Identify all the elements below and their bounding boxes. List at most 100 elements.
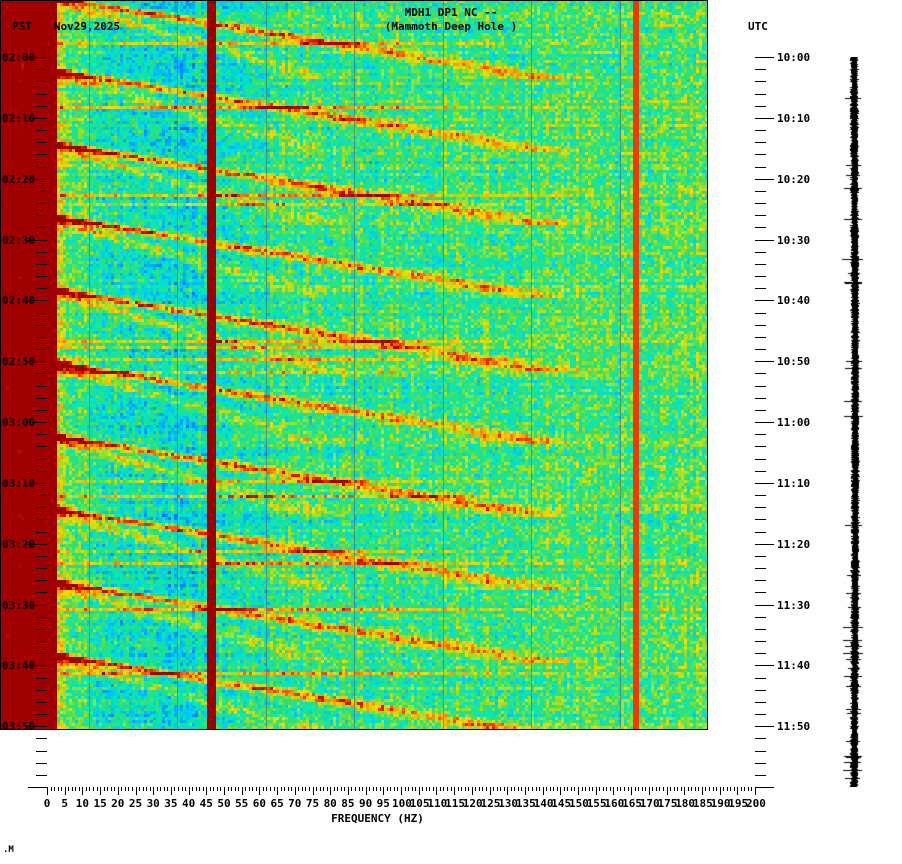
frequency-tick [440, 787, 441, 791]
frequency-tick [677, 787, 678, 791]
axis-tick [755, 179, 774, 180]
frequency-tick [713, 787, 714, 791]
frequency-tick-label: 10 [75, 797, 90, 810]
axis-tick-label: 11:10 [777, 477, 811, 490]
frequency-axis: 0 5 10 15 20 25 30 35 40 45 50 55 60 65 70 75 80 85 90 95 10… [0, 787, 902, 827]
axis-tick [36, 629, 47, 630]
frequency-tick [405, 787, 406, 791]
spectrogram-plot[interactable] [0, 0, 708, 730]
frequency-tick [628, 787, 629, 791]
frequency-tick [521, 787, 522, 791]
frequency-tick [493, 787, 494, 791]
axis-tick [755, 288, 766, 289]
station-name-subtitle: (Mammoth Deep Hole ) [384, 20, 518, 33]
frequency-tick [546, 787, 547, 791]
frequency-tick [564, 787, 565, 791]
frequency-tick [472, 787, 473, 795]
frequency-tick [415, 787, 416, 791]
frequency-tick [274, 787, 275, 791]
axis-tick [36, 167, 47, 168]
frequency-tick [507, 787, 508, 795]
frequency-tick [330, 787, 331, 795]
frequency-tick [210, 787, 211, 791]
frequency-tick [741, 787, 742, 791]
frequency-tick [171, 787, 172, 795]
frequency-tick [592, 787, 593, 791]
axis-tick [28, 726, 47, 727]
axis-tick [755, 386, 766, 387]
axis-tick [36, 507, 47, 508]
axis-tick [36, 313, 47, 314]
axis-tick-label: 03:20 [2, 538, 36, 551]
axis-tick [755, 410, 766, 411]
frequency-tick-label: 160 [604, 797, 625, 810]
frequency-tick [730, 787, 731, 791]
axis-tick [755, 154, 766, 155]
frequency-tick [238, 787, 239, 791]
frequency-tick [734, 787, 735, 791]
frequency-tick [553, 787, 554, 791]
axis-tick [755, 471, 766, 472]
frequency-tick [359, 787, 360, 791]
corner-artifact-mark: .M [3, 845, 14, 855]
frequency-tick [744, 787, 745, 791]
frequency-tick-label: 130 [498, 797, 519, 810]
frequency-tick [479, 787, 480, 791]
axis-tick [755, 313, 766, 314]
frequency-tick-label: 45 [199, 797, 213, 810]
axis-tick [28, 118, 47, 119]
frequency-tick [571, 787, 572, 791]
spectrogram-canvas[interactable] [0, 0, 708, 730]
frequency-tick [68, 787, 69, 791]
frequency-tick [182, 787, 183, 791]
frequency-tick [755, 787, 756, 795]
frequency-tick-label: 125 [480, 797, 501, 810]
frequency-tick-label: 30 [146, 797, 160, 810]
frequency-tick-label: 105 [409, 797, 430, 810]
frequency-tick-label: 60 [252, 797, 267, 810]
axis-tick [755, 726, 774, 727]
frequency-tick [412, 787, 413, 791]
frequency-tick-label: 50 [217, 797, 231, 810]
frequency-tick [97, 787, 98, 791]
frequency-tick [263, 787, 264, 791]
axis-tick-label: 10:50 [777, 355, 811, 368]
axis-tick [755, 532, 766, 533]
axis-tick-label: 10:40 [777, 294, 811, 307]
frequency-tick [160, 787, 161, 791]
axis-tick [36, 349, 47, 350]
frequency-tick-label: 175 [657, 797, 678, 810]
axis-tick [755, 264, 766, 265]
axis-tick [36, 495, 47, 496]
frequency-tick [461, 787, 462, 791]
frequency-tick [447, 787, 448, 791]
frequency-tick [132, 787, 133, 791]
frequency-tick [114, 787, 115, 791]
frequency-tick-label: 90 [358, 797, 373, 810]
axis-tick [28, 300, 47, 301]
seismogram-trace [820, 57, 890, 787]
frequency-tick [362, 787, 363, 791]
axis-tick [755, 57, 774, 58]
frequency-tick [525, 787, 526, 795]
axis-tick [36, 130, 47, 131]
axis-tick [36, 751, 47, 752]
frequency-tick [313, 787, 314, 795]
axis-tick [755, 763, 766, 764]
frequency-tick [624, 787, 625, 791]
axis-tick [755, 240, 774, 241]
frequency-tick [256, 787, 257, 791]
frequency-tick [497, 787, 498, 791]
axis-tick [36, 471, 47, 472]
axis-tick [28, 179, 47, 180]
axis-tick [36, 227, 47, 228]
axis-tick [755, 641, 766, 642]
axis-tick [755, 337, 766, 338]
axis-tick [36, 215, 47, 216]
frequency-tick [369, 787, 370, 791]
axis-tick-label: 11:50 [777, 720, 811, 733]
axis-tick [755, 203, 766, 204]
frequency-tick [334, 787, 335, 791]
axis-tick-label: 02:00 [2, 51, 36, 64]
frequency-tick [139, 787, 140, 791]
